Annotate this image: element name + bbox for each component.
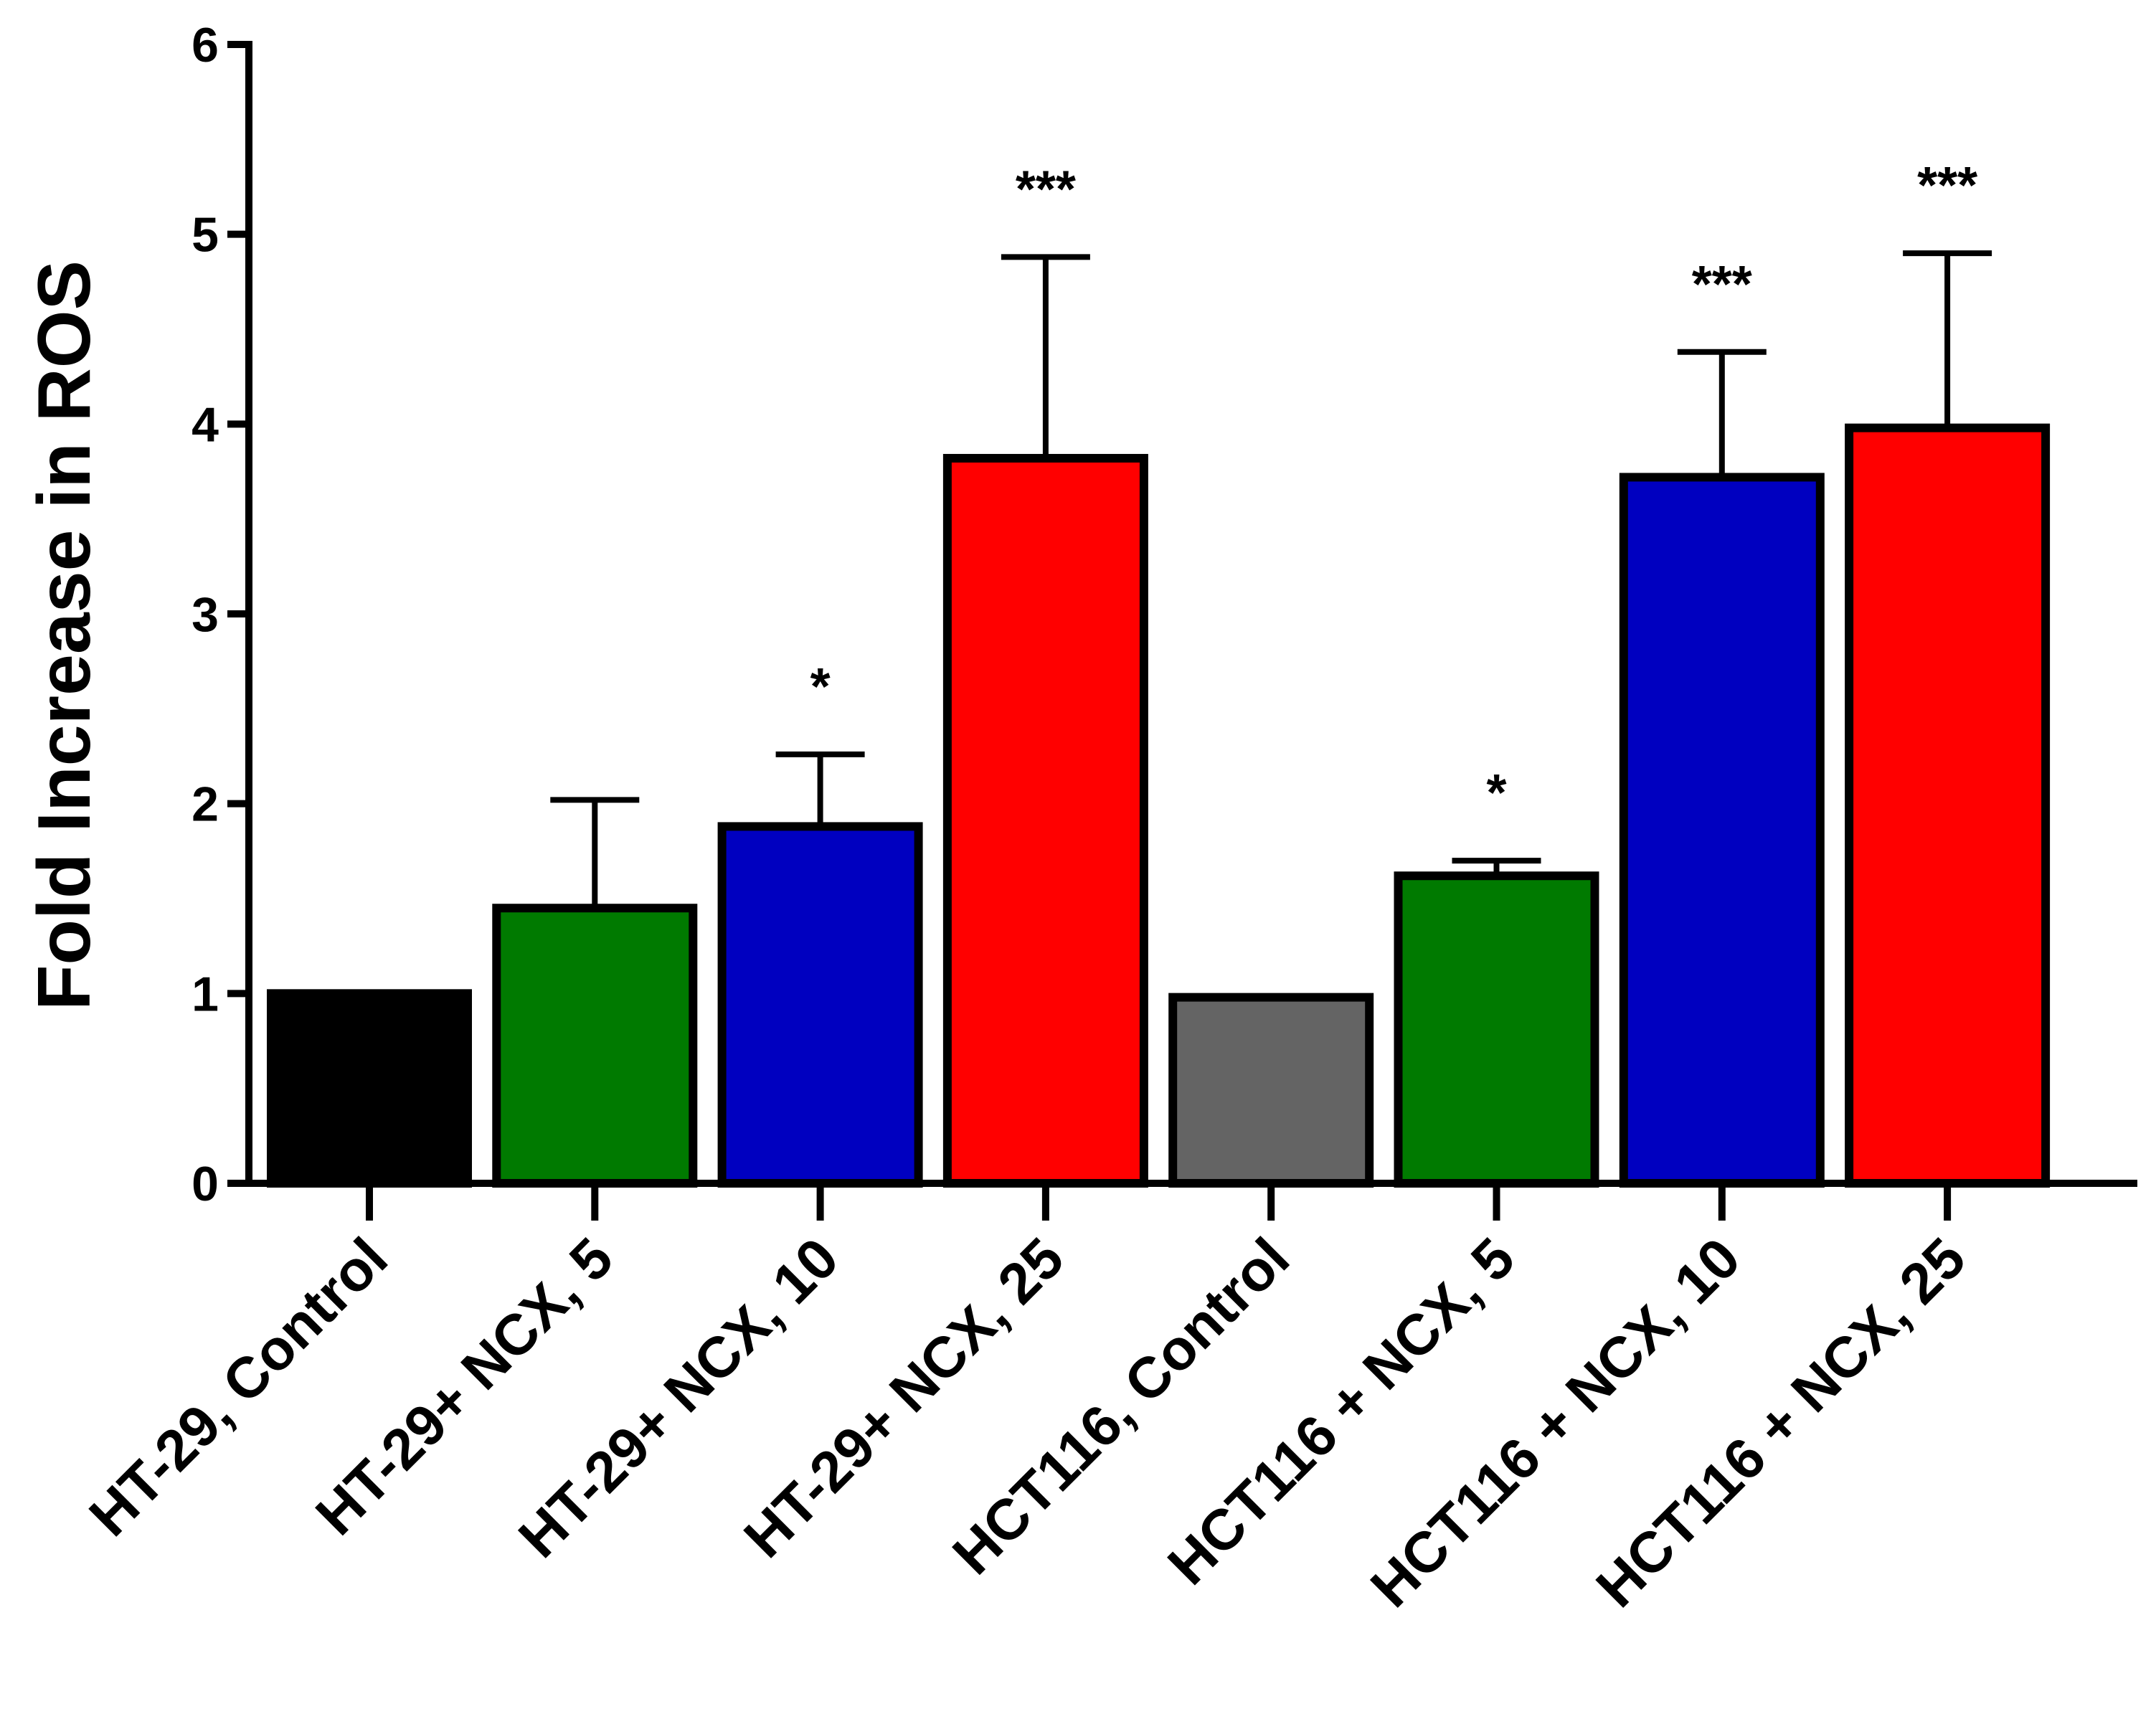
y-axis-title: Fold Increase in ROS	[23, 260, 106, 1010]
y-tick-label: 5	[192, 208, 219, 262]
y-ticks: 0 1 2 3 4 5 6	[192, 18, 249, 1211]
bar	[942, 453, 1148, 1188]
significance-label: ***	[1692, 256, 1752, 313]
x-tick-label: HCT116 + NCX, 25	[1584, 1226, 1977, 1619]
y-tick-label: 2	[192, 777, 219, 832]
y-tick-label: 3	[192, 587, 219, 642]
bar	[1619, 473, 1825, 1188]
bars	[267, 423, 2051, 1188]
y-tick-label: 6	[192, 18, 219, 72]
error-bars	[550, 250, 1992, 909]
significance-markers: ***********	[810, 157, 1978, 822]
significance-label: ***	[1917, 157, 1977, 214]
bar	[1845, 423, 2051, 1188]
x-tick-label: HCT116 + NCX, 10	[1358, 1226, 1752, 1619]
bar	[1168, 993, 1374, 1188]
significance-label: *	[1486, 764, 1506, 822]
bar	[492, 904, 698, 1188]
y-tick-label: 1	[192, 967, 219, 1021]
y-tick-label: 0	[192, 1157, 219, 1211]
significance-label: *	[810, 658, 831, 716]
bar	[1394, 871, 1599, 1188]
significance-label: ***	[1016, 161, 1076, 218]
bar	[267, 989, 472, 1188]
bar	[717, 822, 923, 1188]
y-tick-label: 4	[192, 397, 219, 452]
